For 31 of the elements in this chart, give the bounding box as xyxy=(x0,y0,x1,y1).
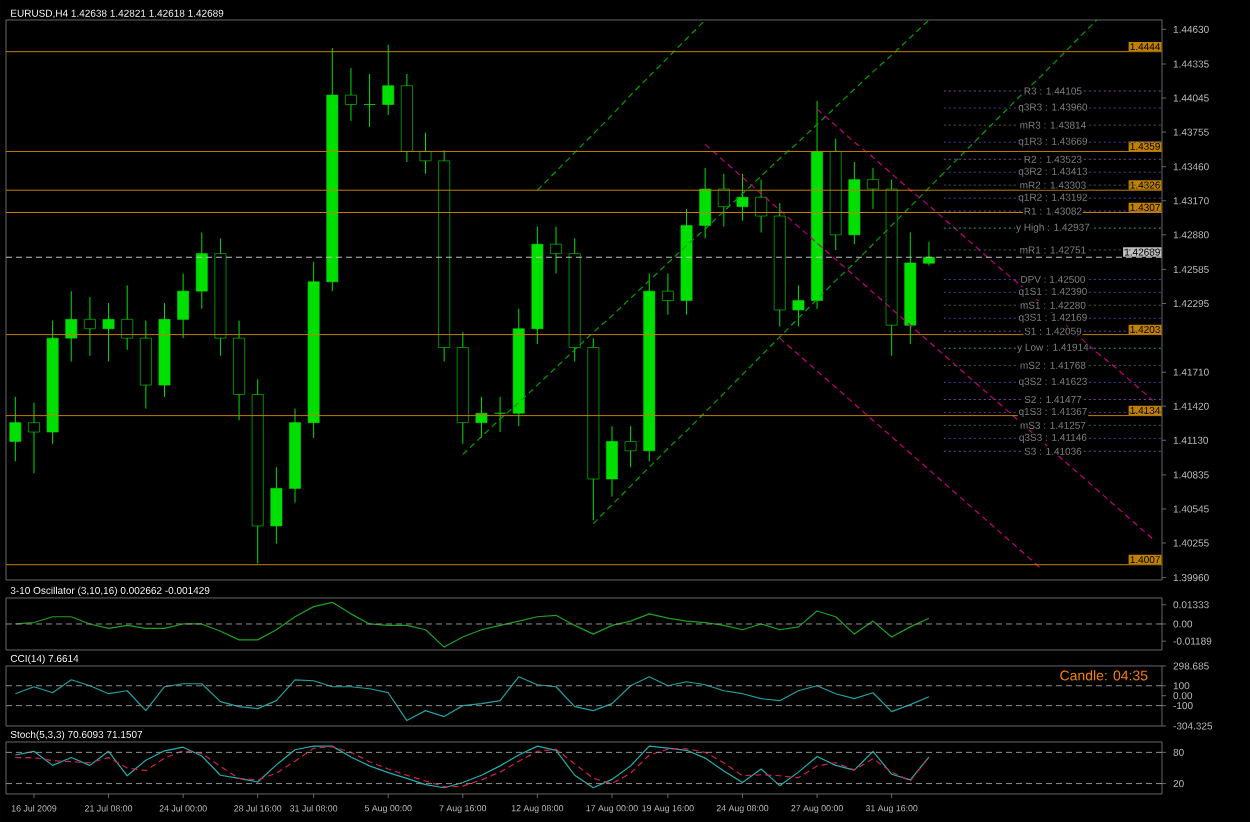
candlestick xyxy=(736,173,749,222)
candlestick xyxy=(624,425,637,468)
candlestick xyxy=(65,290,78,363)
candlestick xyxy=(9,396,22,462)
candlestick xyxy=(923,241,935,267)
line-series xyxy=(592,19,1098,525)
candlestick xyxy=(494,396,506,433)
candlestick xyxy=(84,296,96,357)
candlestick xyxy=(345,67,357,122)
candlestick xyxy=(606,425,618,498)
line-series xyxy=(536,19,706,191)
candlestick xyxy=(121,284,134,351)
candlestick xyxy=(662,273,674,316)
candlestick xyxy=(550,226,562,275)
candlestick xyxy=(792,284,805,327)
candlestick xyxy=(717,173,730,228)
candlestick xyxy=(28,402,40,474)
candlestick xyxy=(270,466,283,545)
candlestick xyxy=(867,167,879,210)
candlestick xyxy=(419,132,432,175)
candlestick xyxy=(363,73,376,128)
candlestick xyxy=(382,44,395,116)
candlestick xyxy=(699,167,712,239)
line-series xyxy=(14,601,930,648)
candlestick xyxy=(755,179,768,233)
candlestick xyxy=(139,320,152,410)
candlestick xyxy=(177,273,190,339)
candlestick xyxy=(195,231,208,310)
candlestick xyxy=(102,302,115,363)
line-series xyxy=(14,676,930,722)
candlestick xyxy=(475,396,488,439)
